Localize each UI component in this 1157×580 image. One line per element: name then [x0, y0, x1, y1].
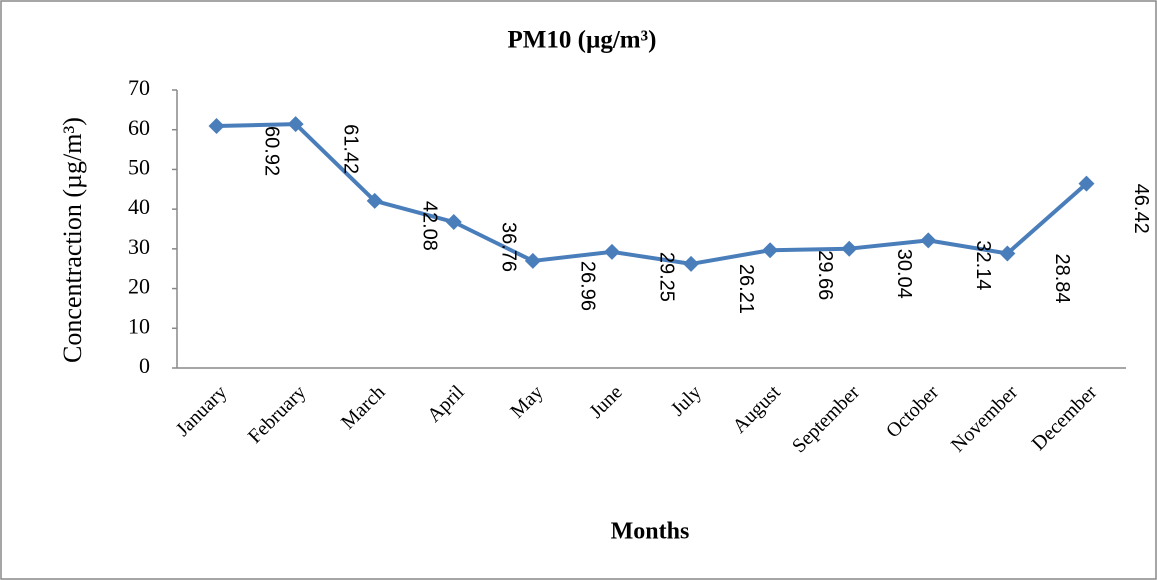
y-tick-label: 0 [139, 353, 150, 378]
point-marker [999, 245, 1016, 262]
data-label: 46.42 [1130, 184, 1152, 234]
point-marker [603, 243, 620, 260]
chart-title: PM10 (µg/m³) [508, 27, 657, 54]
x-axis-label: Months [611, 519, 690, 545]
data-label: 26.96 [577, 261, 599, 311]
data-label: 42.08 [418, 201, 440, 251]
point-marker [1078, 175, 1095, 192]
point-marker [287, 116, 304, 133]
series-line [216, 122, 1088, 266]
point-marker [841, 240, 858, 257]
data-label: 29.25 [656, 252, 678, 302]
y-tick-label: 20 [128, 274, 150, 299]
point-marker [762, 242, 779, 259]
data-label: 36.76 [498, 222, 520, 272]
point-marker [683, 255, 700, 272]
point-marker [524, 252, 541, 269]
data-label: 32.14 [972, 240, 994, 290]
point-marker [366, 192, 383, 209]
point-marker [920, 232, 937, 249]
data-label: 61.42 [339, 124, 361, 174]
data-label: 60.92 [260, 126, 282, 176]
data-label: 28.84 [1051, 253, 1073, 303]
y-tick-label: 50 [128, 154, 150, 179]
data-label: 30.04 [893, 249, 915, 299]
y-tick-label: 60 [128, 115, 150, 140]
y-tick-label: 30 [128, 234, 150, 259]
y-tick-label: 40 [128, 194, 150, 219]
y-tick-label: 70 [128, 75, 150, 100]
data-label: 26.21 [735, 264, 757, 314]
y-axis-label: Concentraction (µg/m³) [58, 117, 87, 363]
point-marker [208, 118, 225, 135]
point-marker [445, 214, 462, 231]
y-tick-label: 10 [128, 313, 150, 338]
data-label: 29.66 [814, 250, 836, 300]
